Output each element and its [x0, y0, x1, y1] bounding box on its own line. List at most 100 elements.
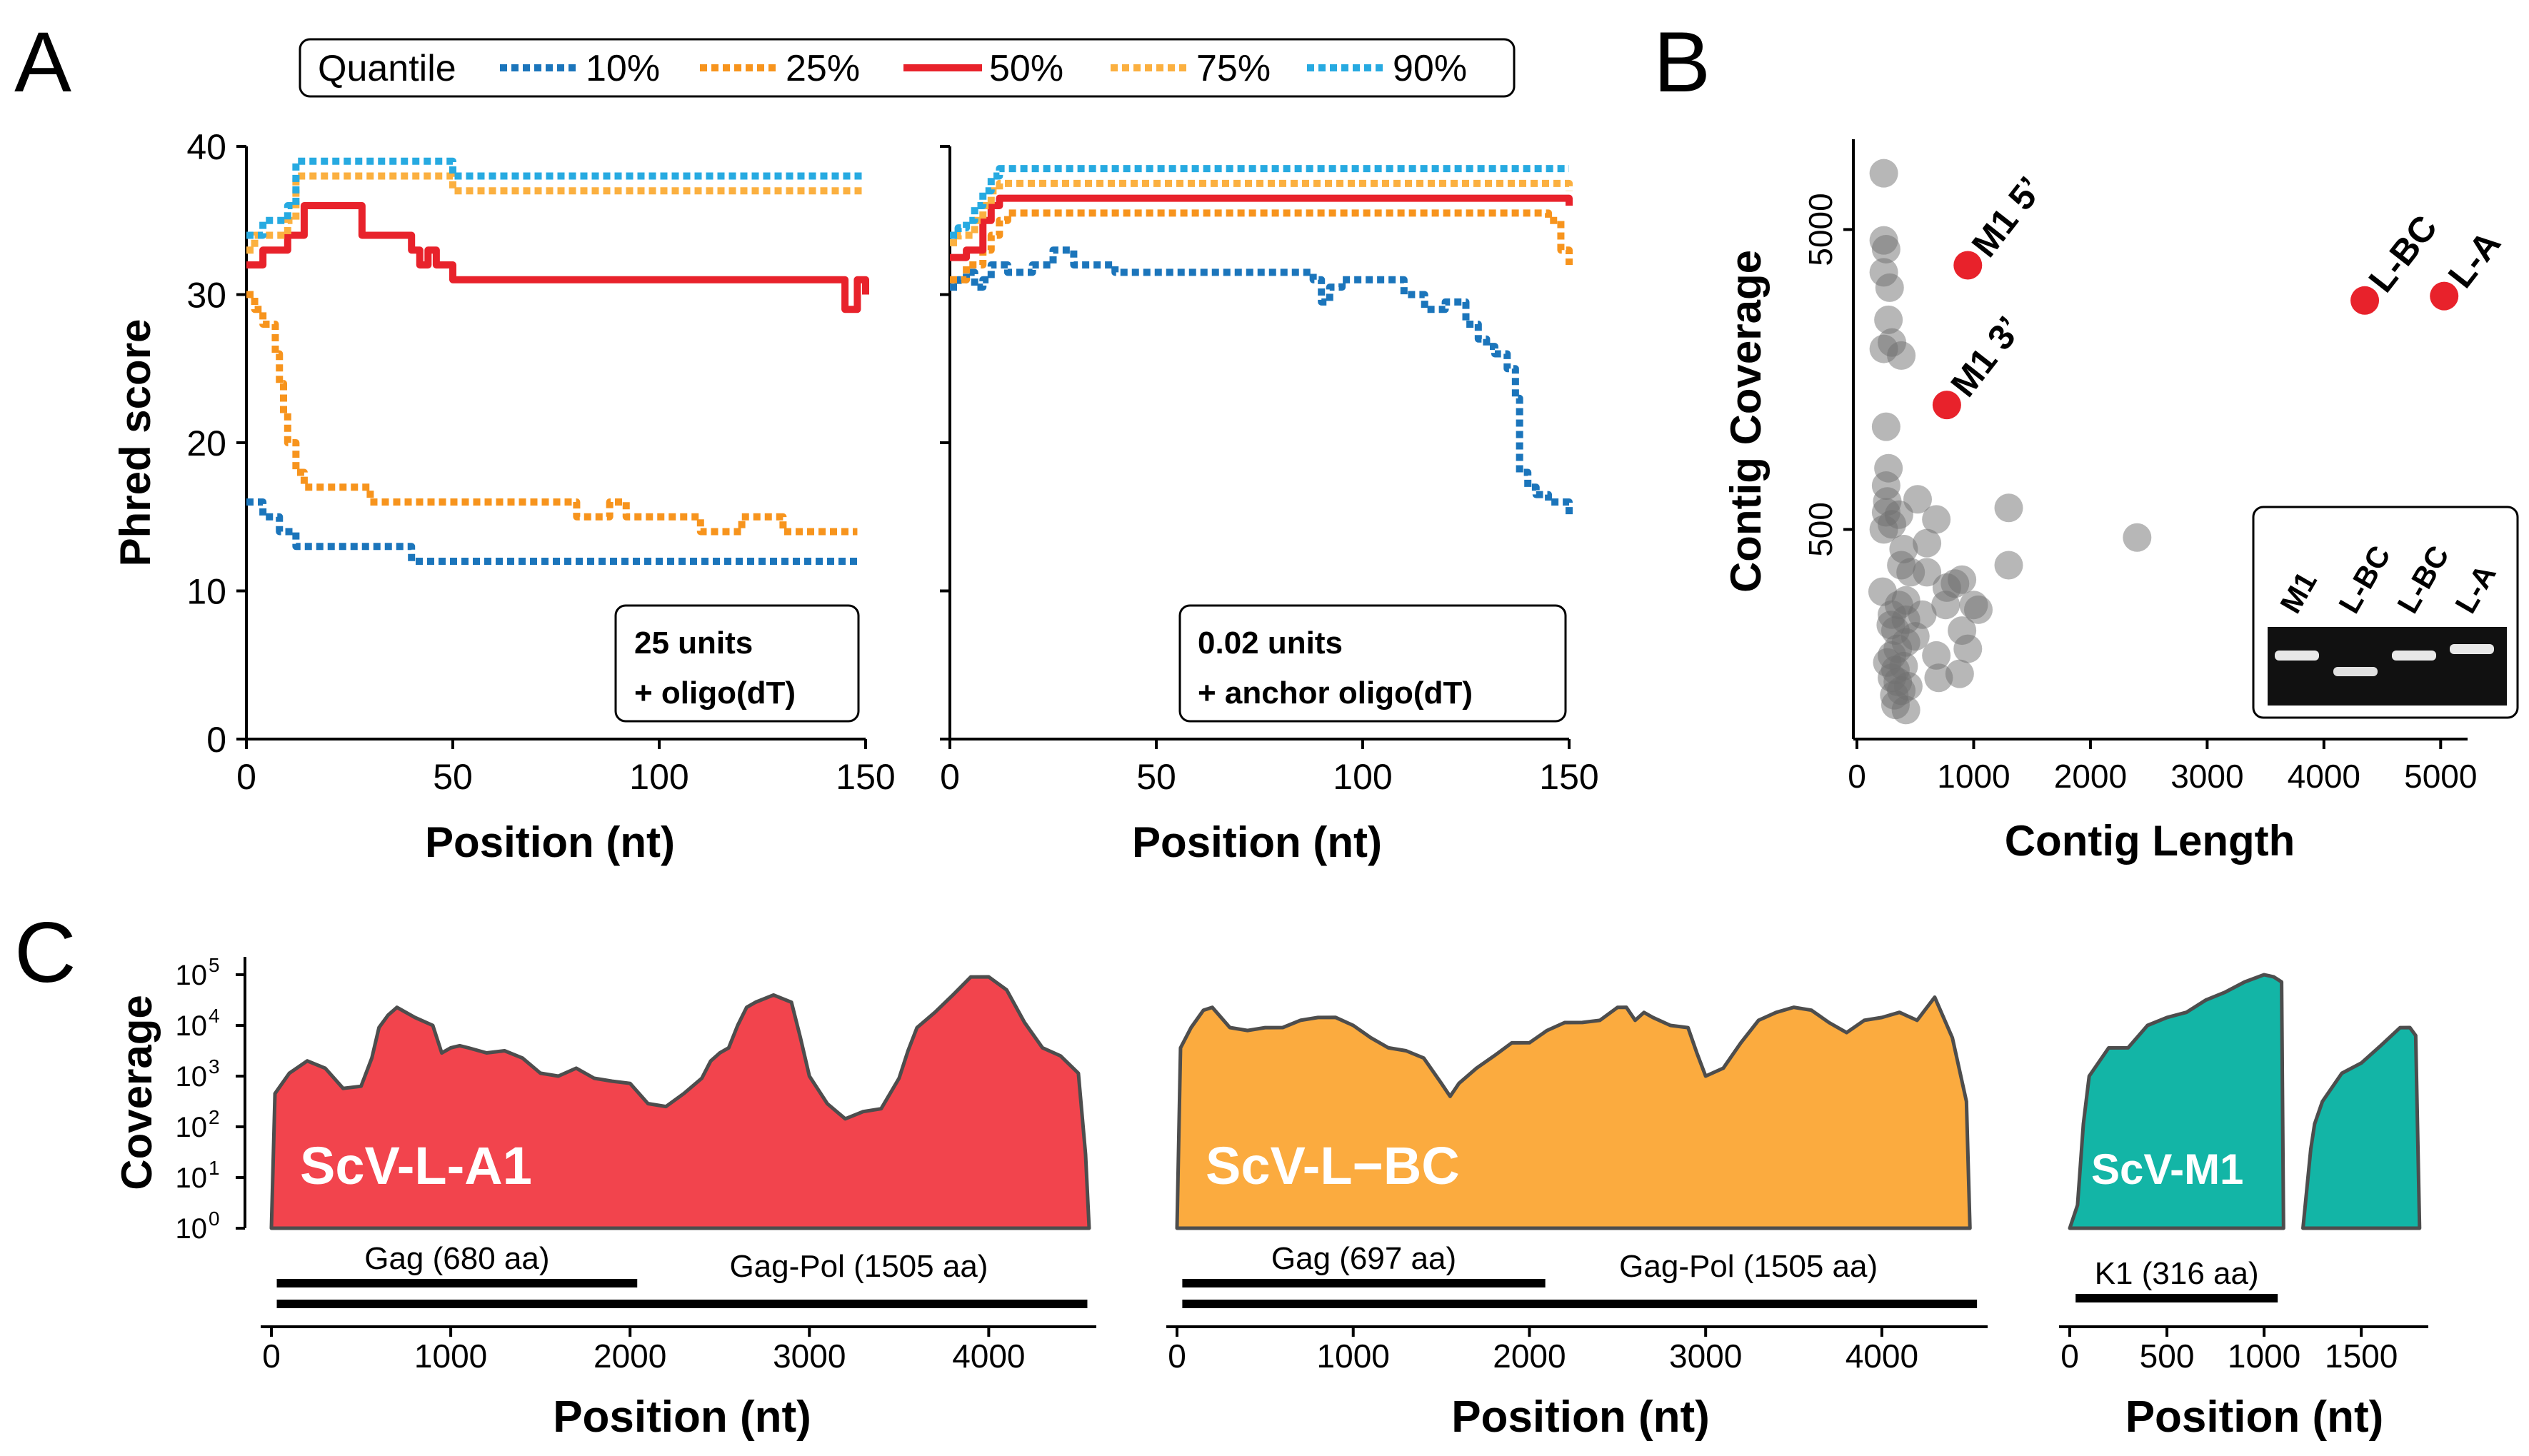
point-label-1: M1 3’ — [1943, 309, 2029, 404]
panel-label-a: A — [14, 14, 71, 110]
point-label-0: M1 5’ — [1964, 169, 2050, 264]
c-xtick-label-2-1: 500 — [2140, 1337, 2195, 1375]
c-ytick-exp-5: 5 — [209, 954, 220, 976]
gray-point — [1874, 305, 1903, 334]
c-xtick-label-1-1: 1000 — [1317, 1337, 1390, 1375]
series-line-75pct — [246, 172, 866, 254]
a-left-ylabel: Phred score — [111, 319, 159, 567]
c-xtick-label-1-3: 3000 — [1669, 1337, 1742, 1375]
gray-point — [1869, 159, 1898, 188]
c-ytick-exp-4: 4 — [209, 1005, 220, 1027]
gray-point — [1945, 659, 1974, 688]
gray-point — [1908, 600, 1937, 629]
ytick-label-2: 20 — [186, 423, 226, 463]
b-ylabel: Contig Coverage — [1722, 250, 1770, 593]
c-xtick-label-0-4: 4000 — [952, 1337, 1025, 1375]
gel-inset: M1 L-BCL-BCL-A — [2252, 506, 2519, 719]
panel-label-c: C — [14, 905, 76, 1000]
red-point-1 — [1932, 391, 1961, 420]
series-line-10pct — [950, 246, 1573, 517]
gene-label-1-1: Gag-Pol (1505 aa) — [1619, 1249, 1878, 1284]
gray-point — [1887, 341, 1916, 370]
gray-point — [1891, 696, 1920, 725]
red-point-3 — [2430, 281, 2459, 311]
gray-point — [1913, 528, 1942, 558]
c-ytick-exp-2: 2 — [209, 1106, 220, 1128]
a-right-xlabel: Position (nt) — [1132, 818, 1382, 866]
gel-band-lbc-1 — [2333, 667, 2378, 676]
c-ytick-exp-3: 3 — [209, 1055, 220, 1078]
c-xtick-label-0-3: 3000 — [773, 1337, 846, 1375]
c-ytick-base-1: 10 — [176, 1163, 208, 1194]
gel-band-la — [2450, 644, 2494, 654]
ytick-label-3: 30 — [186, 276, 226, 316]
ytick-label-1: 10 — [186, 572, 226, 612]
b-xtick-label-2: 2000 — [2054, 758, 2127, 795]
c-ytick-base-3: 10 — [176, 1061, 208, 1093]
c-xlabel-1: Position (nt) — [1451, 1392, 1710, 1442]
series-line-50pct — [246, 202, 869, 313]
gray-point — [1948, 565, 1977, 594]
xtick-label-2: 100 — [1333, 757, 1392, 797]
series-line-75pct — [950, 179, 1573, 246]
b-xtick-label-3: 3000 — [2170, 758, 2243, 795]
gel-band-lbc-2 — [2392, 651, 2436, 661]
a-right-note-line2: + anchor oligo(dT) — [1198, 676, 1473, 711]
legend-label-3: 75% — [1196, 48, 1271, 89]
c-xtick-label-0-2: 2000 — [594, 1337, 666, 1375]
coverage-area-2-1 — [2301, 1025, 2422, 1230]
gray-point — [1891, 628, 1920, 657]
xtick-label-2: 100 — [629, 757, 688, 797]
gray-point — [1871, 234, 1900, 263]
b-xtick-label-4: 4000 — [2288, 758, 2360, 795]
gray-point — [1964, 595, 1993, 624]
c-xtick-label-1-2: 2000 — [1493, 1337, 1566, 1375]
series-line-25pct — [246, 291, 858, 536]
xtick-label-0: 0 — [940, 757, 960, 797]
legend-label-2: 50% — [989, 48, 1063, 89]
a-left-note-line2: + oligo(dT) — [634, 676, 796, 711]
c-xtick-label-1-4: 4000 — [1846, 1337, 1918, 1375]
series-line-10pct — [246, 498, 858, 565]
c-ytick-base-4: 10 — [176, 1010, 208, 1042]
xtick-label-3: 150 — [836, 757, 895, 797]
xtick-label-1: 50 — [433, 757, 473, 797]
gray-point — [1913, 558, 1942, 587]
xtick-label-3: 150 — [1539, 757, 1598, 797]
c-xtick-label-0-1: 1000 — [414, 1337, 487, 1375]
c-ytick-exp-0: 0 — [209, 1208, 220, 1230]
legend-label-1: 25% — [786, 48, 860, 89]
c-ytick-base-2: 10 — [176, 1112, 208, 1143]
legend-label-4: 90% — [1393, 48, 1467, 89]
red-point-2 — [2350, 286, 2380, 315]
gray-point — [1871, 412, 1900, 441]
panel-label-b: B — [1653, 14, 1711, 110]
b-xtick-label-0: 0 — [1848, 758, 1866, 795]
b-ytick-label-1: 5000 — [1802, 193, 1839, 266]
red-point-0 — [1953, 251, 1983, 280]
gene-label-0-0: Gag (680 aa) — [364, 1241, 549, 1276]
c-ytick-base-0: 10 — [176, 1213, 208, 1245]
series-line-90pct — [950, 165, 1569, 239]
gray-point — [1922, 505, 1951, 534]
gray-point — [1994, 551, 2023, 580]
c-xlabel-2: Position (nt) — [2125, 1392, 2384, 1442]
gene-label-1-0: Gag (697 aa) — [1271, 1241, 1456, 1276]
panel-a-right-chart: 0 50 100 150 Position (nt) 0.02 units + anc… — [940, 145, 1599, 866]
panel-a-left-chart: 0 50 100 150 0 10 20 30 40 Phred score Position … — [111, 127, 896, 866]
xtick-label-1: 50 — [1136, 757, 1176, 797]
c-xtick-label-1-0: 0 — [1168, 1337, 1186, 1375]
panel-b-scatter: 0 1000 2000 3000 4000 5000 500 5000 M1 5’ M1 3’ L… — [1722, 139, 2519, 865]
gray-point — [1931, 591, 1960, 620]
track-name-2: ScV-M1 — [2091, 1145, 2243, 1193]
quantile-legend: Quantile 10% 25% 50% 75% 90% — [299, 38, 1516, 98]
series-line-50pct — [950, 194, 1573, 261]
gene-label-2-0: K1 (316 aa) — [2095, 1256, 2259, 1291]
coverage-area-0-0 — [269, 975, 1091, 1230]
b-xtick-label-5: 5000 — [2404, 758, 2477, 795]
gene-label-0-1: Gag-Pol (1505 aa) — [729, 1249, 988, 1284]
a-left-xlabel: Position (nt) — [425, 818, 675, 866]
track-name-1: ScV-L−BC — [1206, 1136, 1460, 1195]
coverage-area-1-0 — [1175, 995, 1972, 1230]
